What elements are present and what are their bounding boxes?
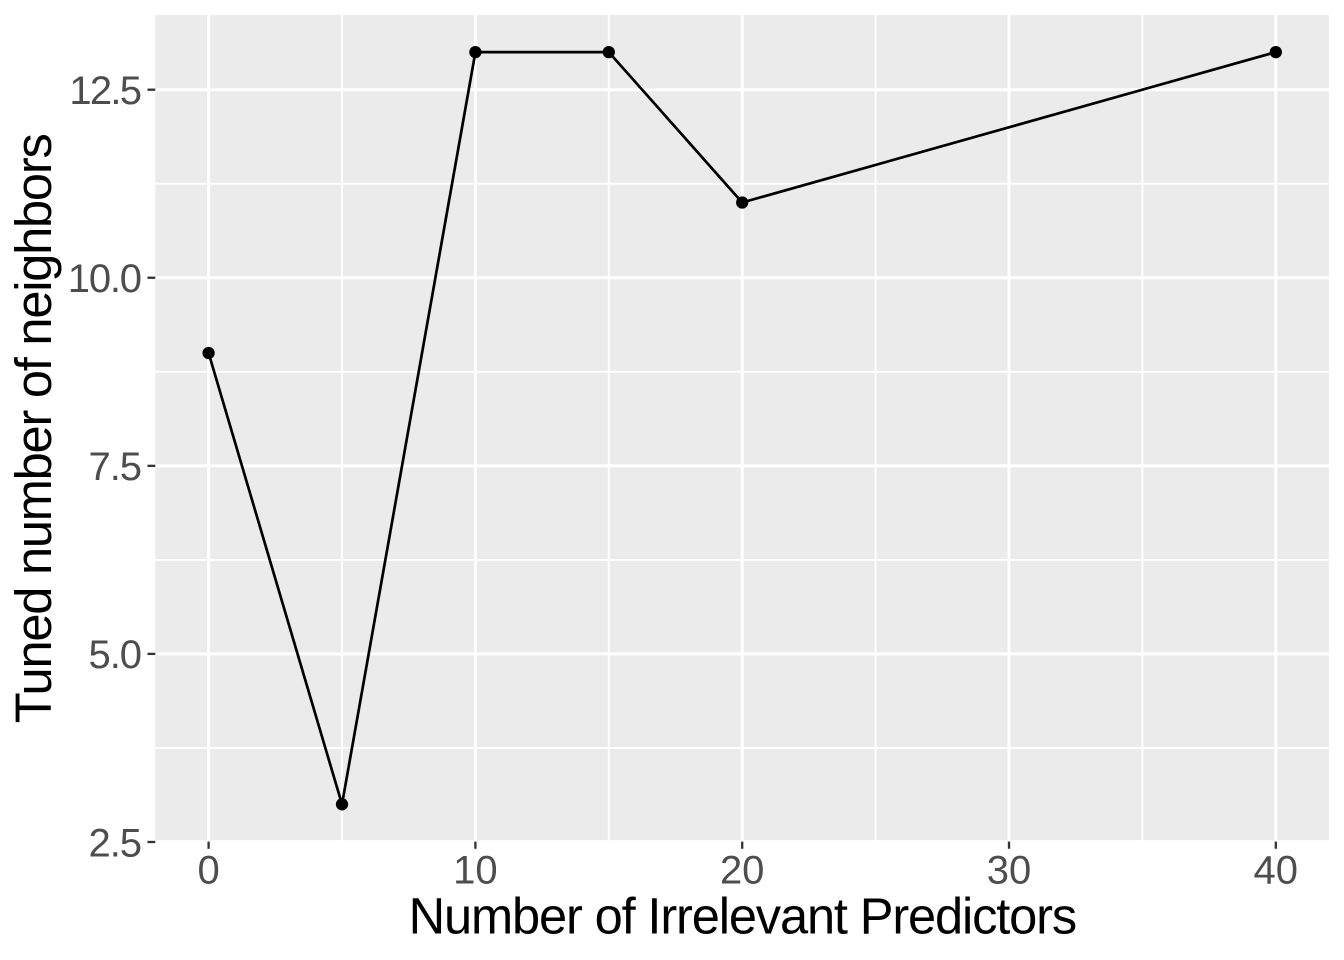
- svg-text:2.5: 2.5: [89, 821, 143, 865]
- svg-text:10.0: 10.0: [68, 257, 142, 301]
- svg-text:Tuned number of neighbors: Tuned number of neighbors: [5, 133, 62, 723]
- svg-text:30: 30: [987, 848, 1032, 892]
- svg-text:20: 20: [720, 848, 765, 892]
- svg-text:40: 40: [1254, 848, 1299, 892]
- svg-text:12.5: 12.5: [69, 69, 142, 113]
- svg-text:10: 10: [453, 848, 498, 892]
- svg-text:0: 0: [197, 848, 219, 892]
- svg-text:Number of Irrelevant Predictor: Number of Irrelevant Predictors: [409, 888, 1078, 945]
- svg-text:5.0: 5.0: [89, 633, 143, 677]
- svg-text:7.5: 7.5: [89, 445, 143, 489]
